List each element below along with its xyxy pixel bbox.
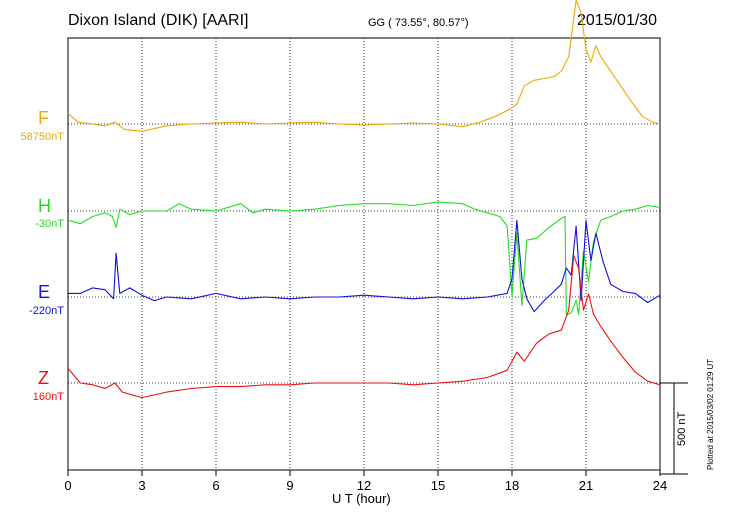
component-letter-e: E: [38, 282, 51, 302]
series-line-h: [67, 201, 661, 316]
x-axis-label: U T (hour): [332, 491, 391, 506]
date-label: 2015/01/30: [577, 12, 658, 29]
x-tick-label-24: 24: [653, 478, 667, 493]
series-line-f: [67, 0, 661, 132]
grid-lines: [141, 38, 587, 470]
x-tick-label-0: 0: [64, 478, 71, 493]
x-tick-label-9: 9: [286, 478, 293, 493]
component-letter-h: H: [38, 196, 51, 216]
x-tick-label-15: 15: [431, 478, 445, 493]
x-tick-label-21: 21: [579, 478, 593, 493]
x-tick-label-3: 3: [138, 478, 145, 493]
series-lines: [67, 0, 661, 399]
baseline-label-f: 58750nT: [20, 131, 64, 143]
x-ticks: 0 3 6 9 12 15 18 21 24: [64, 470, 667, 493]
x-tick-label-18: 18: [505, 478, 519, 493]
baseline-label-h: -30nT: [35, 218, 64, 230]
series-line-e: [68, 220, 661, 313]
component-letter-f: F: [38, 108, 49, 128]
component-letter-z: Z: [38, 368, 49, 388]
series-line-z: [67, 255, 661, 399]
x-tick-label-6: 6: [212, 478, 219, 493]
scale-bar: [660, 382, 688, 475]
baseline-label-z: 160nT: [32, 391, 64, 403]
coordinates-label: GG ( 73.55°, 80.57°): [368, 17, 469, 29]
chart-title: Dixon Island (DIK) [AARI]: [68, 12, 249, 29]
baseline-label-e: -220nT: [29, 305, 64, 317]
x-tick-label-12: 12: [357, 478, 371, 493]
